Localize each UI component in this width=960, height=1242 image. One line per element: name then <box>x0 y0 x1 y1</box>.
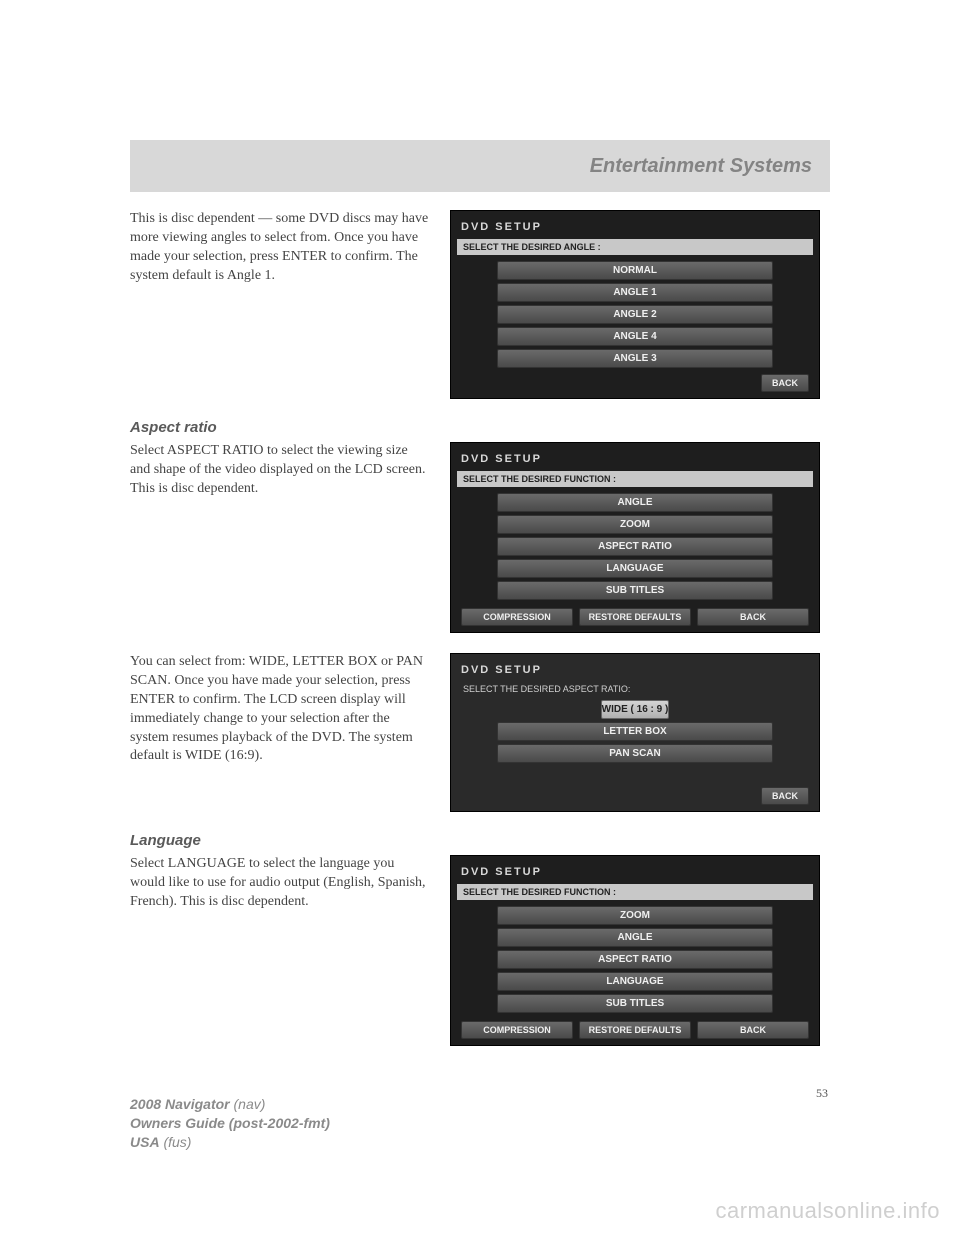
section-angle: This is disc dependent — some DVD discs … <box>130 210 830 399</box>
bottom-row: BACK <box>457 787 813 805</box>
page-content: Entertainment Systems This is disc depen… <box>0 0 960 1101</box>
back-button[interactable]: BACK <box>697 1021 809 1039</box>
function-subtitles[interactable]: SUB TITLES <box>497 581 773 600</box>
footer-guide: Owners Guide (post-2002-fmt) <box>130 1114 330 1133</box>
language-paragraph: Select LANGUAGE to select the language y… <box>130 855 430 912</box>
screen-title: DVD SETUP <box>457 862 813 884</box>
angle-option-2[interactable]: ANGLE 2 <box>497 305 773 324</box>
footer-usa: USA <box>130 1134 160 1150</box>
screen-title: DVD SETUP <box>457 217 813 239</box>
compression-button[interactable]: COMPRESSION <box>461 1021 573 1039</box>
restore-defaults-button[interactable]: RESTORE DEFAULTS <box>579 1021 691 1039</box>
back-button[interactable]: BACK <box>697 608 809 626</box>
restore-defaults-button[interactable]: RESTORE DEFAULTS <box>579 608 691 626</box>
angle-option-4[interactable]: ANGLE 4 <box>497 327 773 346</box>
aspect-button-stack: WIDE ( 16 : 9 ) LETTER BOX PAN SCAN <box>457 700 813 763</box>
function-zoom[interactable]: ZOOM <box>497 906 773 925</box>
bottom-row: COMPRESSION RESTORE DEFAULTS BACK <box>457 608 813 626</box>
section-language: Select LANGUAGE to select the language y… <box>130 855 830 1046</box>
footer-fus: (fus) <box>160 1134 192 1150</box>
footer-line-1: 2008 Navigator (nav) <box>130 1095 330 1114</box>
function-zoom[interactable]: ZOOM <box>497 515 773 534</box>
function-subtitles[interactable]: SUB TITLES <box>497 994 773 1013</box>
section-aspect-ratio-intro: Select ASPECT RATIO to select the viewin… <box>130 442 830 633</box>
angle-button-stack: NORMAL ANGLE 1 ANGLE 2 ANGLE 4 ANGLE 3 <box>457 261 813 368</box>
screen-prompt: SELECT THE DESIRED FUNCTION : <box>457 471 813 487</box>
bottom-row: BACK <box>457 374 813 392</box>
function-aspect-ratio[interactable]: ASPECT RATIO <box>497 537 773 556</box>
function-button-stack: ANGLE ZOOM ASPECT RATIO LANGUAGE SUB TIT… <box>457 493 813 600</box>
function-angle[interactable]: ANGLE <box>497 493 773 512</box>
dvd-setup-angle-screen: DVD SETUP SELECT THE DESIRED ANGLE : NOR… <box>450 210 820 399</box>
header-band: Entertainment Systems <box>130 140 830 192</box>
page-header-title: Entertainment Systems <box>590 155 812 178</box>
language-heading: Language <box>130 832 830 849</box>
screen-title: DVD SETUP <box>457 449 813 471</box>
aspect-letterbox[interactable]: LETTER BOX <box>497 722 773 741</box>
function-button-stack: ZOOM ANGLE ASPECT RATIO LANGUAGE SUB TIT… <box>457 906 813 1013</box>
dvd-setup-language-screen: DVD SETUP SELECT THE DESIRED FUNCTION : … <box>450 855 820 1046</box>
screen-prompt: SELECT THE DESIRED FUNCTION : <box>457 884 813 900</box>
back-button[interactable]: BACK <box>761 787 809 805</box>
screen-prompt: SELECT THE DESIRED ASPECT RATIO: <box>457 682 813 700</box>
spacer <box>457 763 813 781</box>
back-button[interactable]: BACK <box>761 374 809 392</box>
screen-prompt: SELECT THE DESIRED ANGLE : <box>457 239 813 255</box>
footer-nav: (nav) <box>230 1096 266 1112</box>
aspect-wide[interactable]: WIDE ( 16 : 9 ) <box>601 700 670 719</box>
angle-option-1[interactable]: ANGLE 1 <box>497 283 773 302</box>
aspect-ratio-heading: Aspect ratio <box>130 419 830 436</box>
dvd-setup-function-screen: DVD SETUP SELECT THE DESIRED FUNCTION : … <box>450 442 820 633</box>
footer-line-3: USA (fus) <box>130 1133 330 1152</box>
aspect-ratio-paragraph: Select ASPECT RATIO to select the viewin… <box>130 442 430 499</box>
bottom-row: COMPRESSION RESTORE DEFAULTS BACK <box>457 1021 813 1039</box>
section-aspect-ratio-select: You can select from: WIDE, LETTER BOX or… <box>130 653 830 812</box>
watermark: carmanualsonline.info <box>715 1198 940 1224</box>
dvd-setup-aspect-screen: DVD SETUP SELECT THE DESIRED ASPECT RATI… <box>450 653 820 812</box>
footer-model: 2008 Navigator <box>130 1096 230 1112</box>
compression-button[interactable]: COMPRESSION <box>461 608 573 626</box>
function-angle[interactable]: ANGLE <box>497 928 773 947</box>
angle-paragraph: This is disc dependent — some DVD discs … <box>130 210 430 286</box>
screen-title: DVD SETUP <box>457 660 813 682</box>
angle-option-3[interactable]: ANGLE 3 <box>497 349 773 368</box>
function-language[interactable]: LANGUAGE <box>497 559 773 578</box>
function-language[interactable]: LANGUAGE <box>497 972 773 991</box>
aspect-panscan[interactable]: PAN SCAN <box>497 744 773 763</box>
angle-option-normal[interactable]: NORMAL <box>497 261 773 280</box>
footer: 2008 Navigator (nav) Owners Guide (post-… <box>130 1095 330 1152</box>
aspect-ratio-select-paragraph: You can select from: WIDE, LETTER BOX or… <box>130 653 430 766</box>
function-aspect-ratio[interactable]: ASPECT RATIO <box>497 950 773 969</box>
